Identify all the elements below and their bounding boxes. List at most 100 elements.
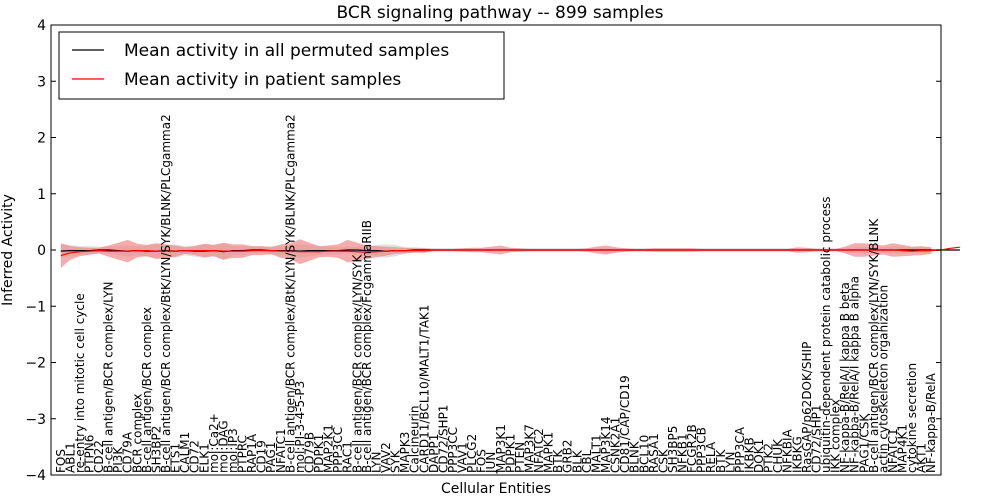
x-tick-label: CD22 bbox=[92, 440, 106, 473]
x-tick-label: ubiquitin-dependent protein catabolic pr… bbox=[819, 197, 833, 473]
x-tick-label: PTPRC bbox=[236, 435, 250, 473]
x-tick-label: SH3BP2 bbox=[149, 426, 163, 473]
x-tick-label: MAP3K1 bbox=[494, 424, 508, 473]
x-tick-label: RAP1A bbox=[245, 433, 259, 473]
x-tick-label: re-entry into mitotic cell cycle bbox=[73, 293, 87, 473]
y-tick-label: 3 bbox=[37, 74, 46, 90]
x-tick-label: MAPK3 bbox=[398, 432, 412, 473]
y-tick-label: −3 bbox=[25, 412, 46, 428]
x-tick-label: VAV2 bbox=[379, 442, 393, 473]
x-tick-label: PDPK1 bbox=[312, 434, 326, 473]
x-tick-label: RELA bbox=[704, 441, 718, 473]
x-tick-label: B-cell antigen/BCR complex/FcgammaRIIB bbox=[360, 220, 374, 473]
x-tick-label: BLNK bbox=[628, 440, 642, 473]
x-tick-label: JUN bbox=[484, 452, 498, 474]
y-axis-label: Inferred Activity bbox=[0, 194, 16, 306]
x-tick-label: IKBKG bbox=[790, 436, 804, 473]
x-tick-label: NFATC1 bbox=[274, 428, 288, 473]
x-tick-label: CSNK2A1 bbox=[609, 417, 623, 473]
x-tick-label: RAC1 bbox=[341, 441, 355, 473]
x-tick-label: PAG1/CSK bbox=[857, 413, 871, 473]
x-tick-label: Calcineurin bbox=[408, 406, 422, 473]
x-tick-label: PPP3CA bbox=[733, 426, 747, 473]
x-tick-label: MAP2K1 bbox=[322, 424, 336, 473]
x-tick-label: NFKBIA bbox=[781, 428, 795, 473]
x-tick-label: RasGAP/p62DOK/SHIP bbox=[800, 342, 814, 473]
x-tick-label: CD72/SHP1 bbox=[809, 405, 823, 473]
x-tick-label: MAP3K7 bbox=[523, 424, 537, 473]
x-tick-label: FOS bbox=[475, 449, 489, 473]
x-tick-label: CALM1 bbox=[178, 432, 192, 473]
legend-entry-permuted: Mean activity in all permuted samples bbox=[124, 41, 449, 61]
x-tick-label: cytokine secretion bbox=[905, 363, 919, 473]
chart-title: BCR signaling pathway -- 899 samples bbox=[336, 3, 663, 23]
x-tick-label: PTPN6 bbox=[83, 435, 97, 473]
x-tick-label: FCGR2B bbox=[685, 424, 699, 473]
x-tick-label: actin cytoskeleton organization bbox=[876, 285, 890, 473]
x-tick-label: ABL1 bbox=[63, 442, 77, 473]
x-tick-label: NF-kappa-B/RelA bbox=[924, 372, 938, 473]
x-tick-label: mol:Ca2+ bbox=[207, 413, 221, 473]
bands-layer bbox=[60, 239, 932, 268]
x-tick-label: PTK2 bbox=[762, 443, 776, 473]
x-tick-label: CARD11/BCL10/MALT1/TAK1 bbox=[417, 304, 431, 473]
x-tick-label: MAP3K14 bbox=[599, 416, 613, 473]
x-tick-label: CD72/SHP1 bbox=[436, 405, 450, 473]
x-tick-label: mol:DAG bbox=[216, 420, 230, 473]
x-tick-label: B-cell antigen/BCR complex/LYN/SYK bbox=[350, 253, 364, 473]
y-tick-label: −4 bbox=[25, 468, 46, 484]
y-tick-label: 2 bbox=[37, 131, 46, 147]
x-tick-label: DAPP1 bbox=[427, 434, 441, 473]
x-tick-label: B-cell antigen/BCR complex bbox=[140, 307, 154, 473]
x-tick-label: CD19 bbox=[255, 440, 269, 473]
x-tick-label: PI3K bbox=[111, 446, 125, 473]
x-tick-label: CD79A bbox=[121, 431, 135, 473]
y-axis-ticks: −4 −3 −2 −1 0 1 2 3 4 bbox=[25, 18, 941, 484]
x-tick-label: B-cell antigen/BCR complex/LYN/SYK/BLNK bbox=[867, 218, 881, 473]
x-tick-label: SH3BP5 bbox=[666, 426, 680, 473]
series-line-patient bbox=[60, 246, 960, 257]
x-tick-label: B-cell antigen/BCR complex/BtK/LYN/SYK/B… bbox=[283, 114, 297, 473]
x-tick-label: CBL bbox=[580, 449, 594, 473]
x-tick-label: CSK bbox=[656, 448, 670, 473]
lines-layer bbox=[60, 246, 960, 257]
x-axis-label: Cellular Entities bbox=[441, 481, 551, 497]
y-tick-label: −2 bbox=[25, 356, 46, 372]
x-tick-label: ETS1 bbox=[169, 443, 183, 473]
x-tick-label: LYN bbox=[723, 452, 737, 473]
y-tick-label: 0 bbox=[37, 243, 46, 259]
x-tick-label: NFATC2 bbox=[532, 428, 546, 473]
x-tick-label: PAG1 bbox=[264, 442, 278, 473]
x-tick-label: BCL10 bbox=[637, 435, 651, 473]
x-tick-label: AKT1 bbox=[915, 443, 929, 473]
x-tick-label: MAPK1 bbox=[542, 432, 556, 473]
x-tick-label: PTEN bbox=[513, 442, 527, 473]
x-tick-label: CD79B bbox=[303, 432, 317, 473]
x-tick-label: BCR complex bbox=[130, 394, 144, 473]
x-tick-label: PPP3CC bbox=[331, 427, 345, 473]
x-tick-label: BTK bbox=[714, 448, 728, 473]
x-tick-label: ELK1 bbox=[197, 443, 211, 473]
x-tick-label: DOK1 bbox=[752, 439, 766, 473]
x-tick-label: IKK complex bbox=[829, 399, 843, 473]
x-tick-label: CD72 bbox=[188, 440, 202, 473]
x-tick-label: NFATC1 bbox=[886, 428, 900, 473]
legend: Mean activity in all permuted samples Me… bbox=[58, 31, 505, 100]
x-tick-label: RASA1 bbox=[647, 433, 661, 473]
x-tick-label: NF-kappa-B/RelA/I kappa B alpha bbox=[848, 276, 862, 473]
x-tick-label: B-cell antigen/BCR complex/BtK/LYN/SYK/B… bbox=[159, 114, 173, 473]
x-tick-label: GRB2 bbox=[561, 439, 575, 473]
x-tick-label: mol:PI-3-4-5-P3 bbox=[293, 381, 307, 473]
x-tick-label: BLK bbox=[570, 449, 584, 473]
y-tick-label: 1 bbox=[37, 187, 46, 203]
x-tick-label: VAV1 bbox=[456, 442, 470, 473]
x-tick-label: MAP4K1 bbox=[896, 424, 910, 473]
x-tick-label: PPP3CB bbox=[695, 427, 709, 473]
x-tick-label: B-cell antigen/BCR complex/LYN bbox=[102, 281, 116, 473]
legend-box bbox=[58, 31, 505, 100]
x-tick-label: MALT1 bbox=[589, 434, 603, 473]
legend-entry-patient: Mean activity in patient samples bbox=[124, 70, 401, 90]
x-tick-label: PLCG2 bbox=[465, 434, 479, 473]
